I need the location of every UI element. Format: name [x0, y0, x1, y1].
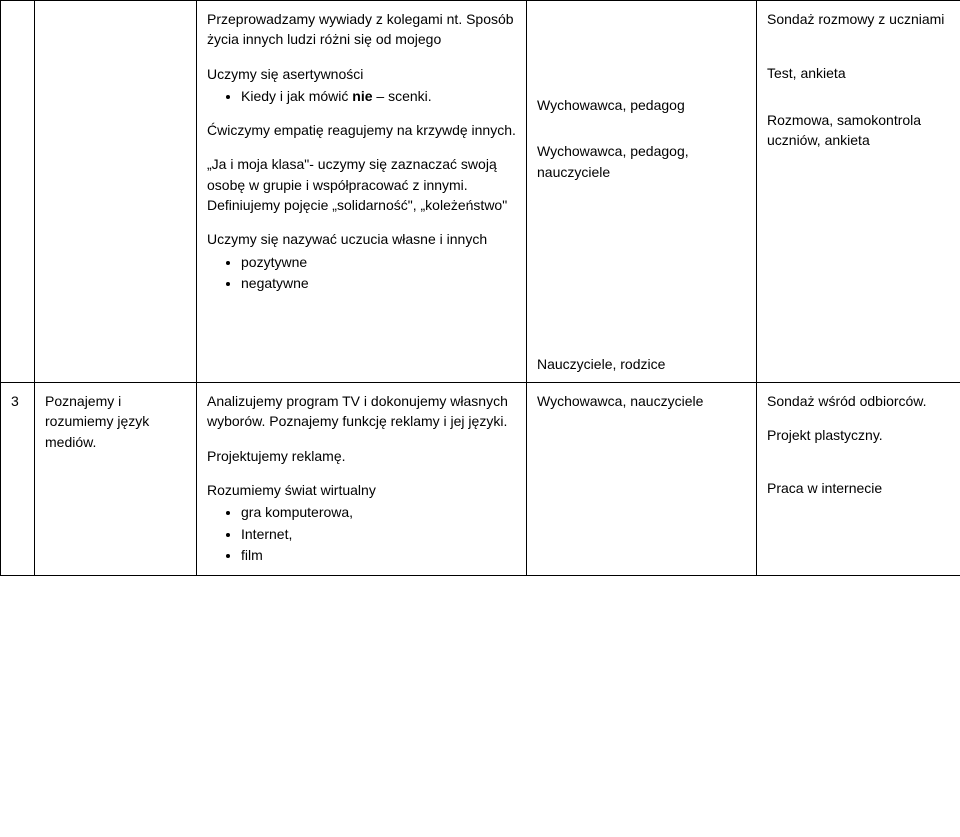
bold-text: nie [352, 88, 372, 104]
paragraph: Uczymy się asertywności Kiedy i jak mówi… [207, 64, 516, 107]
list-item: gra komputerowa, [241, 502, 516, 522]
page: Przeprowadzamy wywiady z kolegami nt. Sp… [0, 0, 960, 837]
cell-index [1, 1, 35, 383]
paragraph: Przeprowadzamy wywiady z kolegami nt. Sp… [207, 9, 516, 50]
cell-responsible: Wychowawca, pedagog Wychowawca, pedagog,… [527, 1, 757, 383]
cell-topic [35, 1, 197, 383]
cell-evaluation: Sondaż wśród odbiorców. Projekt plastycz… [757, 383, 960, 576]
table-row: 3 Poznajemy i rozumiemy język mediów. An… [1, 383, 960, 576]
table-row: Przeprowadzamy wywiady z kolegami nt. Sp… [1, 1, 960, 383]
paragraph: Rozmowa, samokontrola uczniów, ankieta [767, 110, 950, 151]
paragraph: Wychowawca, pedagog, nauczyciele [537, 141, 746, 182]
list-item: Internet, [241, 524, 516, 544]
paragraph: Projekt plastyczny. [767, 425, 950, 445]
text: Rozumiemy świat wirtualny [207, 482, 376, 498]
paragraph: Ćwiczymy empatię reagujemy na krzywdę in… [207, 120, 516, 140]
cell-topic: Poznajemy i rozumiemy język mediów. [35, 383, 197, 576]
paragraph: Praca w internecie [767, 478, 950, 498]
paragraph: Wychowawca, pedagog [537, 95, 746, 115]
content-table: Przeprowadzamy wywiady z kolegami nt. Sp… [0, 0, 960, 576]
bullet-list: gra komputerowa, Internet, film [207, 502, 516, 565]
text: Uczymy się asertywności [207, 66, 363, 82]
list-item: film [241, 545, 516, 565]
paragraph: Sondaż rozmowy z uczniami [767, 9, 950, 29]
paragraph: Wychowawca, nauczyciele [537, 391, 746, 411]
list-item: Kiedy i jak mówić nie – scenki. [241, 86, 516, 106]
bullet-list: pozytywne negatywne [207, 252, 516, 294]
cell-responsible: Wychowawca, nauczyciele [527, 383, 757, 576]
bullet-list: Kiedy i jak mówić nie – scenki. [207, 86, 516, 106]
text: Uczymy się nazywać uczucia własne i inny… [207, 231, 487, 247]
paragraph: Uczymy się nazywać uczucia własne i inny… [207, 229, 516, 293]
paragraph: Projektujemy reklamę. [207, 446, 516, 466]
cell-index: 3 [1, 383, 35, 576]
paragraph: Definiujemy pojęcie „solidarność", „kole… [207, 195, 516, 215]
paragraph: Rozumiemy świat wirtualny gra komputerow… [207, 480, 516, 565]
paragraph: Sondaż wśród odbiorców. [767, 391, 950, 411]
paragraph: „Ja i moja klasa"- uczymy się zaznaczać … [207, 154, 516, 195]
paragraph: Analizujemy program TV i dokonujemy włas… [207, 391, 516, 432]
paragraph: Nauczyciele, rodzice [537, 354, 746, 374]
text: – scenki. [373, 88, 432, 104]
cell-activities: Analizujemy program TV i dokonujemy włas… [197, 383, 527, 576]
paragraph: Test, ankieta [767, 63, 950, 83]
list-item: negatywne [241, 273, 516, 293]
cell-evaluation: Sondaż rozmowy z uczniami Test, ankieta … [757, 1, 960, 383]
list-item: pozytywne [241, 252, 516, 272]
text: Kiedy i jak mówić [241, 88, 352, 104]
cell-activities: Przeprowadzamy wywiady z kolegami nt. Sp… [197, 1, 527, 383]
